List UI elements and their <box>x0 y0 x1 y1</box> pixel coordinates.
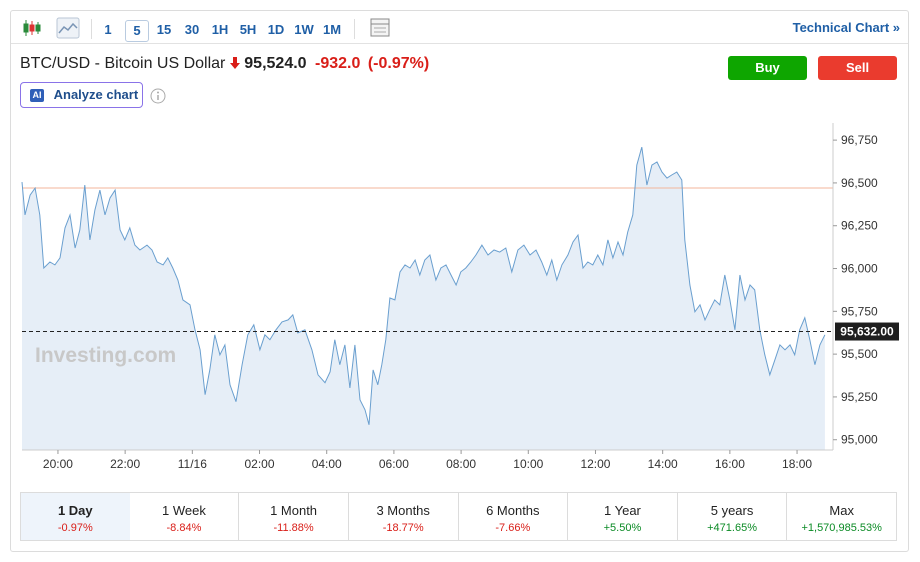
quote-line: BTC/USD - Bitcoin US Dollar 95,524.0 -93… <box>20 55 429 73</box>
price: 95,524.0 <box>244 55 307 72</box>
period-cell[interactable]: 1 Week -8.84% <box>129 492 240 541</box>
y-tick-label: 96,000 <box>841 262 878 276</box>
period-label: Max <box>829 503 854 518</box>
interval-button[interactable]: 1M <box>322 22 342 37</box>
divider <box>11 43 908 44</box>
buy-button[interactable]: Buy <box>728 56 807 80</box>
period-label: 3 Months <box>376 503 430 518</box>
period-change: +5.50% <box>603 522 642 534</box>
period-change: +1,570,985.53% <box>801 522 882 534</box>
interval-button[interactable]: 5 <box>125 20 149 42</box>
period-change: -0.97% <box>57 522 93 534</box>
y-tick-label: 95,000 <box>841 433 878 447</box>
x-tick-label: 06:00 <box>379 457 409 471</box>
period-change: -8.84% <box>166 522 202 534</box>
y-tick-label: 96,500 <box>841 176 878 190</box>
period-label: 1 Day <box>57 503 93 518</box>
interval-button[interactable]: 15 <box>156 22 172 37</box>
chart: Investing.com 95,000 95,250 95,500 95,750 96,… <box>21 123 899 471</box>
period-label: 1 Year <box>604 503 641 518</box>
price-line <box>21 146 826 425</box>
period-cell[interactable]: 3 Months -18.77% <box>348 492 459 541</box>
separator <box>91 19 92 39</box>
x-tick-label: 08:00 <box>446 457 476 471</box>
period-cell[interactable]: 1 Month -11.88% <box>239 492 349 541</box>
x-tick-label: 20:00 <box>43 457 73 471</box>
period-cell[interactable]: 5 years +471.65% <box>677 492 788 541</box>
price-change-percent: (-0.97%) <box>367 55 430 72</box>
period-cell[interactable]: 1 Day -0.97% <box>20 492 131 541</box>
ai-badge: AI <box>30 89 44 102</box>
price-tag-label: 95,632.00 <box>840 325 894 339</box>
widget: 1 5 15 30 1H 5H 1D 1W 1M Technical Chart » BTC/U… <box>10 10 909 552</box>
period-cell[interactable]: Max +1,570,985.53% <box>787 492 897 541</box>
area-fill <box>22 147 825 450</box>
sell-button[interactable]: Sell <box>818 56 897 80</box>
period-label: 1 Week <box>162 503 206 518</box>
period-label: 6 Months <box>486 503 540 518</box>
interval-button[interactable]: 30 <box>184 22 200 37</box>
interval-button[interactable]: 1H <box>211 22 229 37</box>
price-change: -932.0 <box>315 55 361 72</box>
period-cell[interactable]: 6 Months -7.66% <box>458 492 569 541</box>
separator <box>354 19 355 39</box>
x-tick-label: 14:00 <box>648 457 678 471</box>
period-cell[interactable]: 1 Year +5.50% <box>568 492 678 541</box>
down-arrow <box>229 57 240 69</box>
y-tick-label: 95,500 <box>841 347 878 361</box>
period-label: 1 Month <box>270 503 318 518</box>
interval-button[interactable]: 1D <box>267 22 285 37</box>
watermark: Investing.com <box>35 344 176 367</box>
x-tick-label: 04:00 <box>312 457 342 471</box>
x-tick-label: 12:00 <box>580 457 610 471</box>
instrument-name: BTC/USD - Bitcoin US Dollar <box>20 55 226 72</box>
table-icon[interactable] <box>369 17 391 39</box>
price-tag <box>835 322 899 341</box>
x-tick-label: 18:00 <box>782 457 812 471</box>
period-change: +471.65% <box>707 522 757 534</box>
period-change: -7.66% <box>495 522 531 534</box>
info-icon[interactable] <box>150 88 166 104</box>
y-tick-label: 96,750 <box>841 133 878 147</box>
line-chart-icon[interactable] <box>56 17 80 39</box>
x-tick-label: 11/16 <box>178 457 207 471</box>
y-tick-label: 95,250 <box>841 390 878 404</box>
interval-button[interactable]: 5H <box>239 22 257 37</box>
analyze-label: Analyze chart <box>53 87 139 102</box>
x-tick-label: 10:00 <box>513 457 543 471</box>
period-change: -11.88% <box>273 522 314 534</box>
interval-button[interactable]: 1 <box>104 22 112 37</box>
y-tick-label: 95,750 <box>841 304 878 318</box>
interval-button[interactable]: 1W <box>294 22 314 37</box>
x-tick-label: 22:00 <box>110 457 140 471</box>
candle-icon[interactable] <box>21 17 43 39</box>
period-change: -18.77% <box>382 522 424 534</box>
x-tick-label: 16:00 <box>715 457 745 471</box>
x-tick-label: 02:00 <box>245 457 275 471</box>
period-label: 5 years <box>710 503 754 518</box>
technical-chart-link[interactable]: Technical Chart » <box>792 20 900 35</box>
y-tick-label: 96,250 <box>841 219 878 233</box>
analyze-button[interactable]: AI Analyze chart <box>20 82 143 108</box>
